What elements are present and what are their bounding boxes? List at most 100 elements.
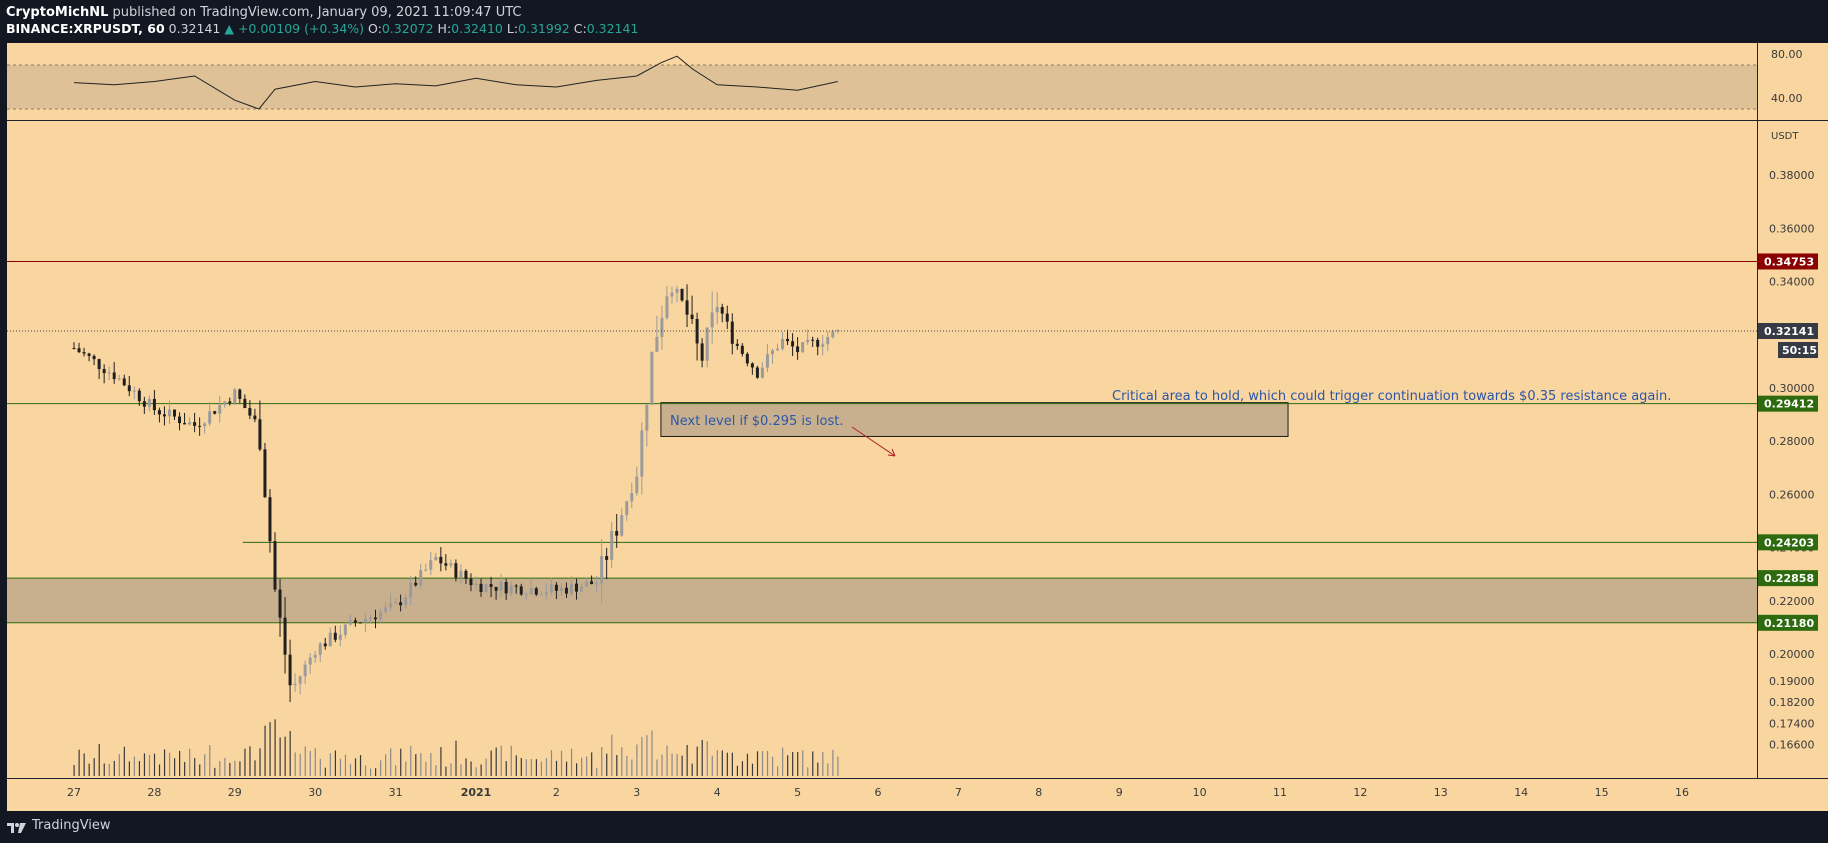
candle-body <box>374 617 377 620</box>
volume-bar <box>771 756 774 776</box>
volume-bar <box>73 765 75 776</box>
candle-body <box>811 339 815 341</box>
volume-bar <box>586 756 588 776</box>
candle-body <box>72 348 76 350</box>
candle-body <box>323 643 327 647</box>
volume-bar <box>807 767 809 776</box>
volume-bar <box>254 760 256 776</box>
candle-body <box>625 501 629 516</box>
volume-bar <box>405 761 407 776</box>
candle-body <box>750 363 754 368</box>
rsi-line <box>73 55 838 110</box>
candle-body <box>725 313 729 322</box>
time-tick-label: 27 <box>67 786 81 799</box>
price-tick-label: 0.22000 <box>1769 595 1815 608</box>
level-tag-label: 0.34753 <box>1764 255 1814 268</box>
volume-bar <box>611 734 613 776</box>
candle-body <box>338 634 342 640</box>
footer: TradingView <box>0 812 1828 843</box>
volume-bar <box>385 754 387 776</box>
volume-bar <box>560 750 563 776</box>
candle-body <box>233 389 237 404</box>
volume-bar <box>515 755 517 776</box>
candle-body <box>655 336 659 352</box>
volume-bar <box>741 761 744 776</box>
candle-body <box>162 414 166 417</box>
candle-body <box>384 607 388 612</box>
price-tick-label: 0.36000 <box>1769 222 1815 235</box>
symbol-label[interactable]: BINANCE:XRPUSDT, 60 <box>6 21 165 36</box>
candle-body <box>363 618 367 623</box>
candle-body <box>720 306 724 314</box>
author-name[interactable]: CryptoMichNL <box>6 5 109 20</box>
candle-body <box>228 401 232 404</box>
volume-bar <box>661 754 663 776</box>
candle-body <box>791 341 795 347</box>
candle-body <box>243 398 247 409</box>
candle-body <box>409 582 413 598</box>
candle-body <box>127 385 131 392</box>
candle-body <box>343 624 347 635</box>
volume-bar <box>410 745 412 776</box>
tradingview-brand[interactable]: TradingView <box>32 818 111 833</box>
volume-bar <box>646 735 648 776</box>
volume-bar <box>103 763 105 776</box>
volume-bar <box>133 756 135 776</box>
volume-bar <box>676 754 678 776</box>
level-tag-label: 0.21180 <box>1764 617 1814 630</box>
candle-body <box>610 530 614 560</box>
candle-body <box>303 664 307 677</box>
time-tick-label: 7 <box>955 786 962 799</box>
candle-body <box>665 296 669 318</box>
candle-body <box>459 570 463 578</box>
candle-body <box>464 570 468 579</box>
volume-bar <box>837 756 839 776</box>
annotation-next-level: Next level if $0.295 is lost. <box>670 414 844 429</box>
candle-body <box>770 350 774 355</box>
candle-body <box>755 367 759 378</box>
support-zone-critical <box>660 402 1289 437</box>
candle-body <box>424 569 428 571</box>
level-tag <box>1758 534 1818 551</box>
volume-bar <box>425 761 427 776</box>
volume-bar <box>460 764 462 776</box>
volume-bar <box>400 748 402 776</box>
volume-bar <box>606 753 608 776</box>
volume-bar <box>797 752 799 776</box>
candle-body <box>564 587 568 594</box>
candle-body <box>715 306 719 313</box>
volume-bar <box>455 740 457 776</box>
candle-body <box>353 620 357 623</box>
candle-body <box>87 353 91 356</box>
volume-bar <box>576 763 578 776</box>
rsi-band <box>7 65 1757 109</box>
volume-bar <box>314 748 316 776</box>
volume-bar <box>113 760 115 776</box>
candle-body <box>595 583 599 585</box>
candle-body <box>238 389 242 399</box>
volume-bar <box>626 755 628 776</box>
candle-body <box>600 556 604 584</box>
volume-bar <box>229 762 231 776</box>
rsi-tick-label: 80.00 <box>1771 48 1803 61</box>
candle-body <box>77 348 81 353</box>
candle-body <box>268 497 272 542</box>
volume-bar <box>490 750 492 776</box>
candle-body <box>690 314 694 319</box>
candle-body <box>675 288 679 293</box>
volume-bar <box>591 752 593 776</box>
time-tick-label: 2 <box>553 786 560 799</box>
candle-body <box>263 449 267 498</box>
tradingview-logo-icon[interactable] <box>6 820 28 834</box>
candle-body <box>479 583 483 592</box>
volume-bar <box>148 754 151 776</box>
candle-body <box>489 584 493 587</box>
volume-bar <box>158 764 161 776</box>
volume-bar <box>123 746 125 776</box>
candle-body <box>449 563 453 566</box>
candles-group <box>72 284 840 702</box>
time-tick-label: 9 <box>1116 786 1123 799</box>
ohlc-legend: BINANCE:XRPUSDT, 60 0.32141 ▲ +0.00109 (… <box>6 21 638 36</box>
candle-body <box>534 588 538 595</box>
